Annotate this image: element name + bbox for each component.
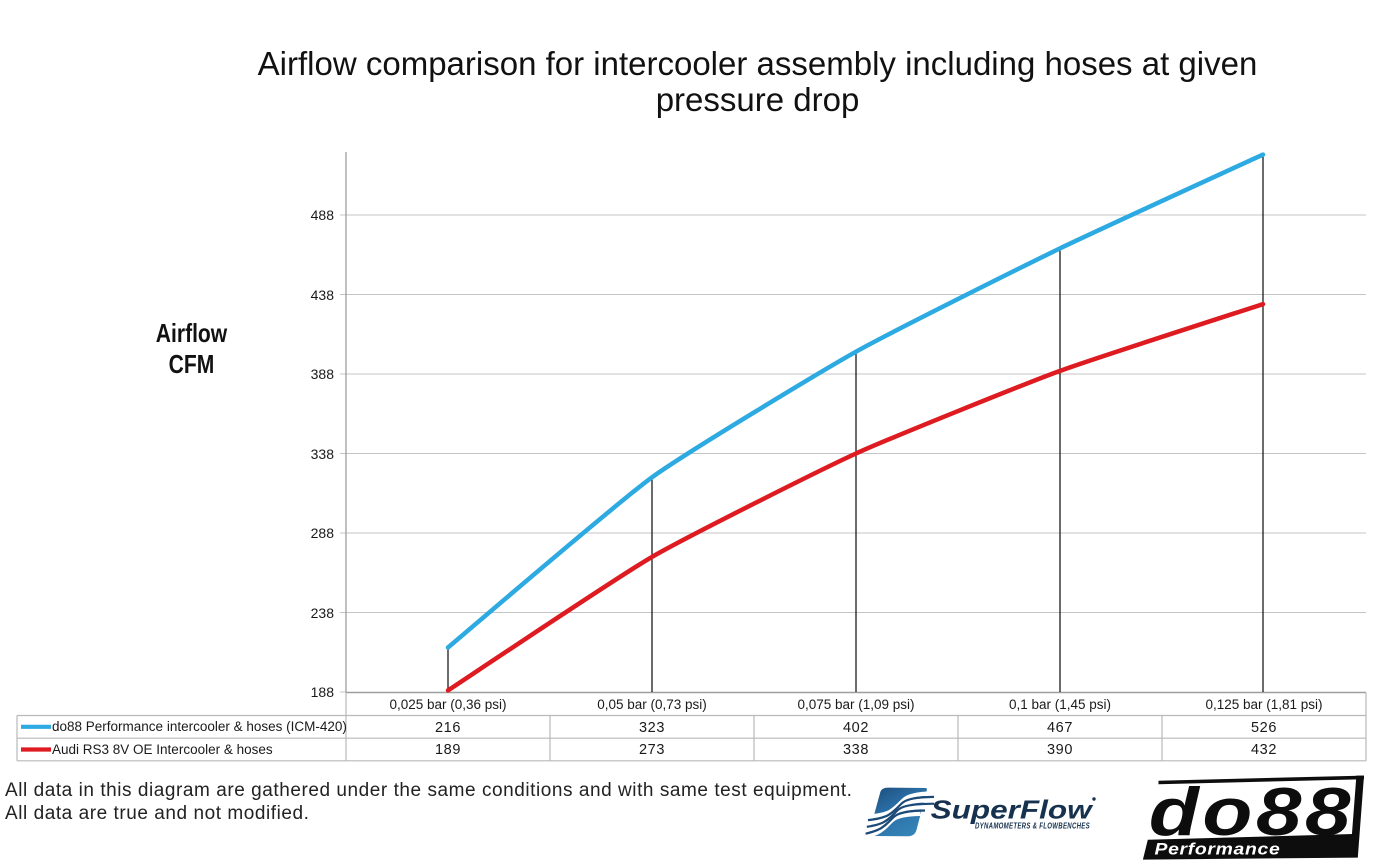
- svg-text:Performance: Performance: [1155, 840, 1281, 859]
- svg-text:DYNAMOMETERS & FLOWBENCHES: DYNAMOMETERS & FLOWBENCHES: [975, 821, 1090, 831]
- svg-text:do88: do88: [1149, 773, 1354, 849]
- svg-text:SuperFlow: SuperFlow: [931, 796, 1094, 825]
